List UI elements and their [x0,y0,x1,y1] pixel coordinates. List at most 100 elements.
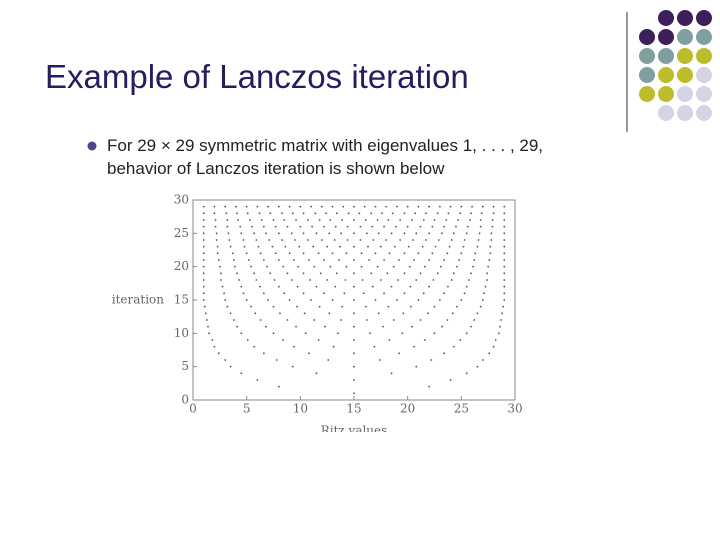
point [269,272,272,275]
point [463,239,466,241]
point [343,292,346,295]
point [450,279,453,281]
point [309,279,311,281]
deco-dot [677,48,693,64]
point [213,205,216,208]
point [317,252,320,255]
point [275,359,278,361]
point [323,259,325,261]
point [326,279,329,281]
point [412,239,414,241]
point [481,299,484,301]
point [432,279,435,281]
point [385,239,388,241]
point [342,205,345,208]
point [353,259,355,261]
point [202,265,205,268]
point [479,225,482,228]
point [310,299,312,301]
point [302,272,305,275]
point [260,219,263,221]
point [282,339,285,341]
point [474,252,477,255]
point [259,319,262,321]
point [224,299,227,301]
point [224,359,227,361]
point [383,259,385,261]
point [240,372,243,375]
point [448,245,451,248]
decoration [639,10,712,121]
point [225,212,228,215]
point [436,212,439,215]
point [255,239,258,241]
deco-dot [677,10,693,26]
point [298,245,301,248]
point [335,212,338,215]
point [341,219,344,221]
point [229,312,232,315]
point [482,292,485,295]
point [202,232,205,235]
point [503,292,506,295]
point [236,212,238,215]
point [364,305,367,308]
point [479,305,482,308]
point [396,299,398,301]
point [226,225,229,228]
point [226,219,229,221]
point [471,205,473,208]
point [253,345,256,348]
point [215,232,218,235]
point [413,259,416,261]
point [398,352,400,355]
point [376,219,379,221]
point [503,219,506,221]
point [338,259,340,261]
point [340,319,343,321]
point [306,219,309,221]
point [311,225,314,228]
point [499,325,501,328]
point [488,352,491,355]
point [281,239,283,241]
point [465,232,468,235]
point [419,319,422,321]
point [202,245,205,248]
point [282,265,285,268]
point [208,332,211,335]
y-tick-label: 5 [181,359,189,373]
y-tick-label: 20 [174,259,189,273]
point [213,345,216,348]
point [417,252,420,255]
point [443,259,446,261]
point [503,265,506,268]
point [248,219,251,221]
point [288,205,291,208]
point [214,219,217,221]
point [434,245,437,248]
point [262,225,265,228]
point [460,252,463,255]
point [340,232,343,235]
deco-dot [658,105,674,121]
point [470,272,472,275]
point [331,252,334,255]
point [202,259,205,261]
point [403,232,406,235]
point [246,339,249,341]
point [428,259,431,261]
point [353,392,355,395]
point [381,212,383,215]
point [503,285,506,288]
point [503,239,506,241]
point [503,279,506,281]
point [202,205,205,208]
point [224,205,227,208]
deco-dot [696,48,712,64]
point [353,379,355,381]
point [236,272,238,275]
point [344,279,347,281]
point [334,225,337,228]
